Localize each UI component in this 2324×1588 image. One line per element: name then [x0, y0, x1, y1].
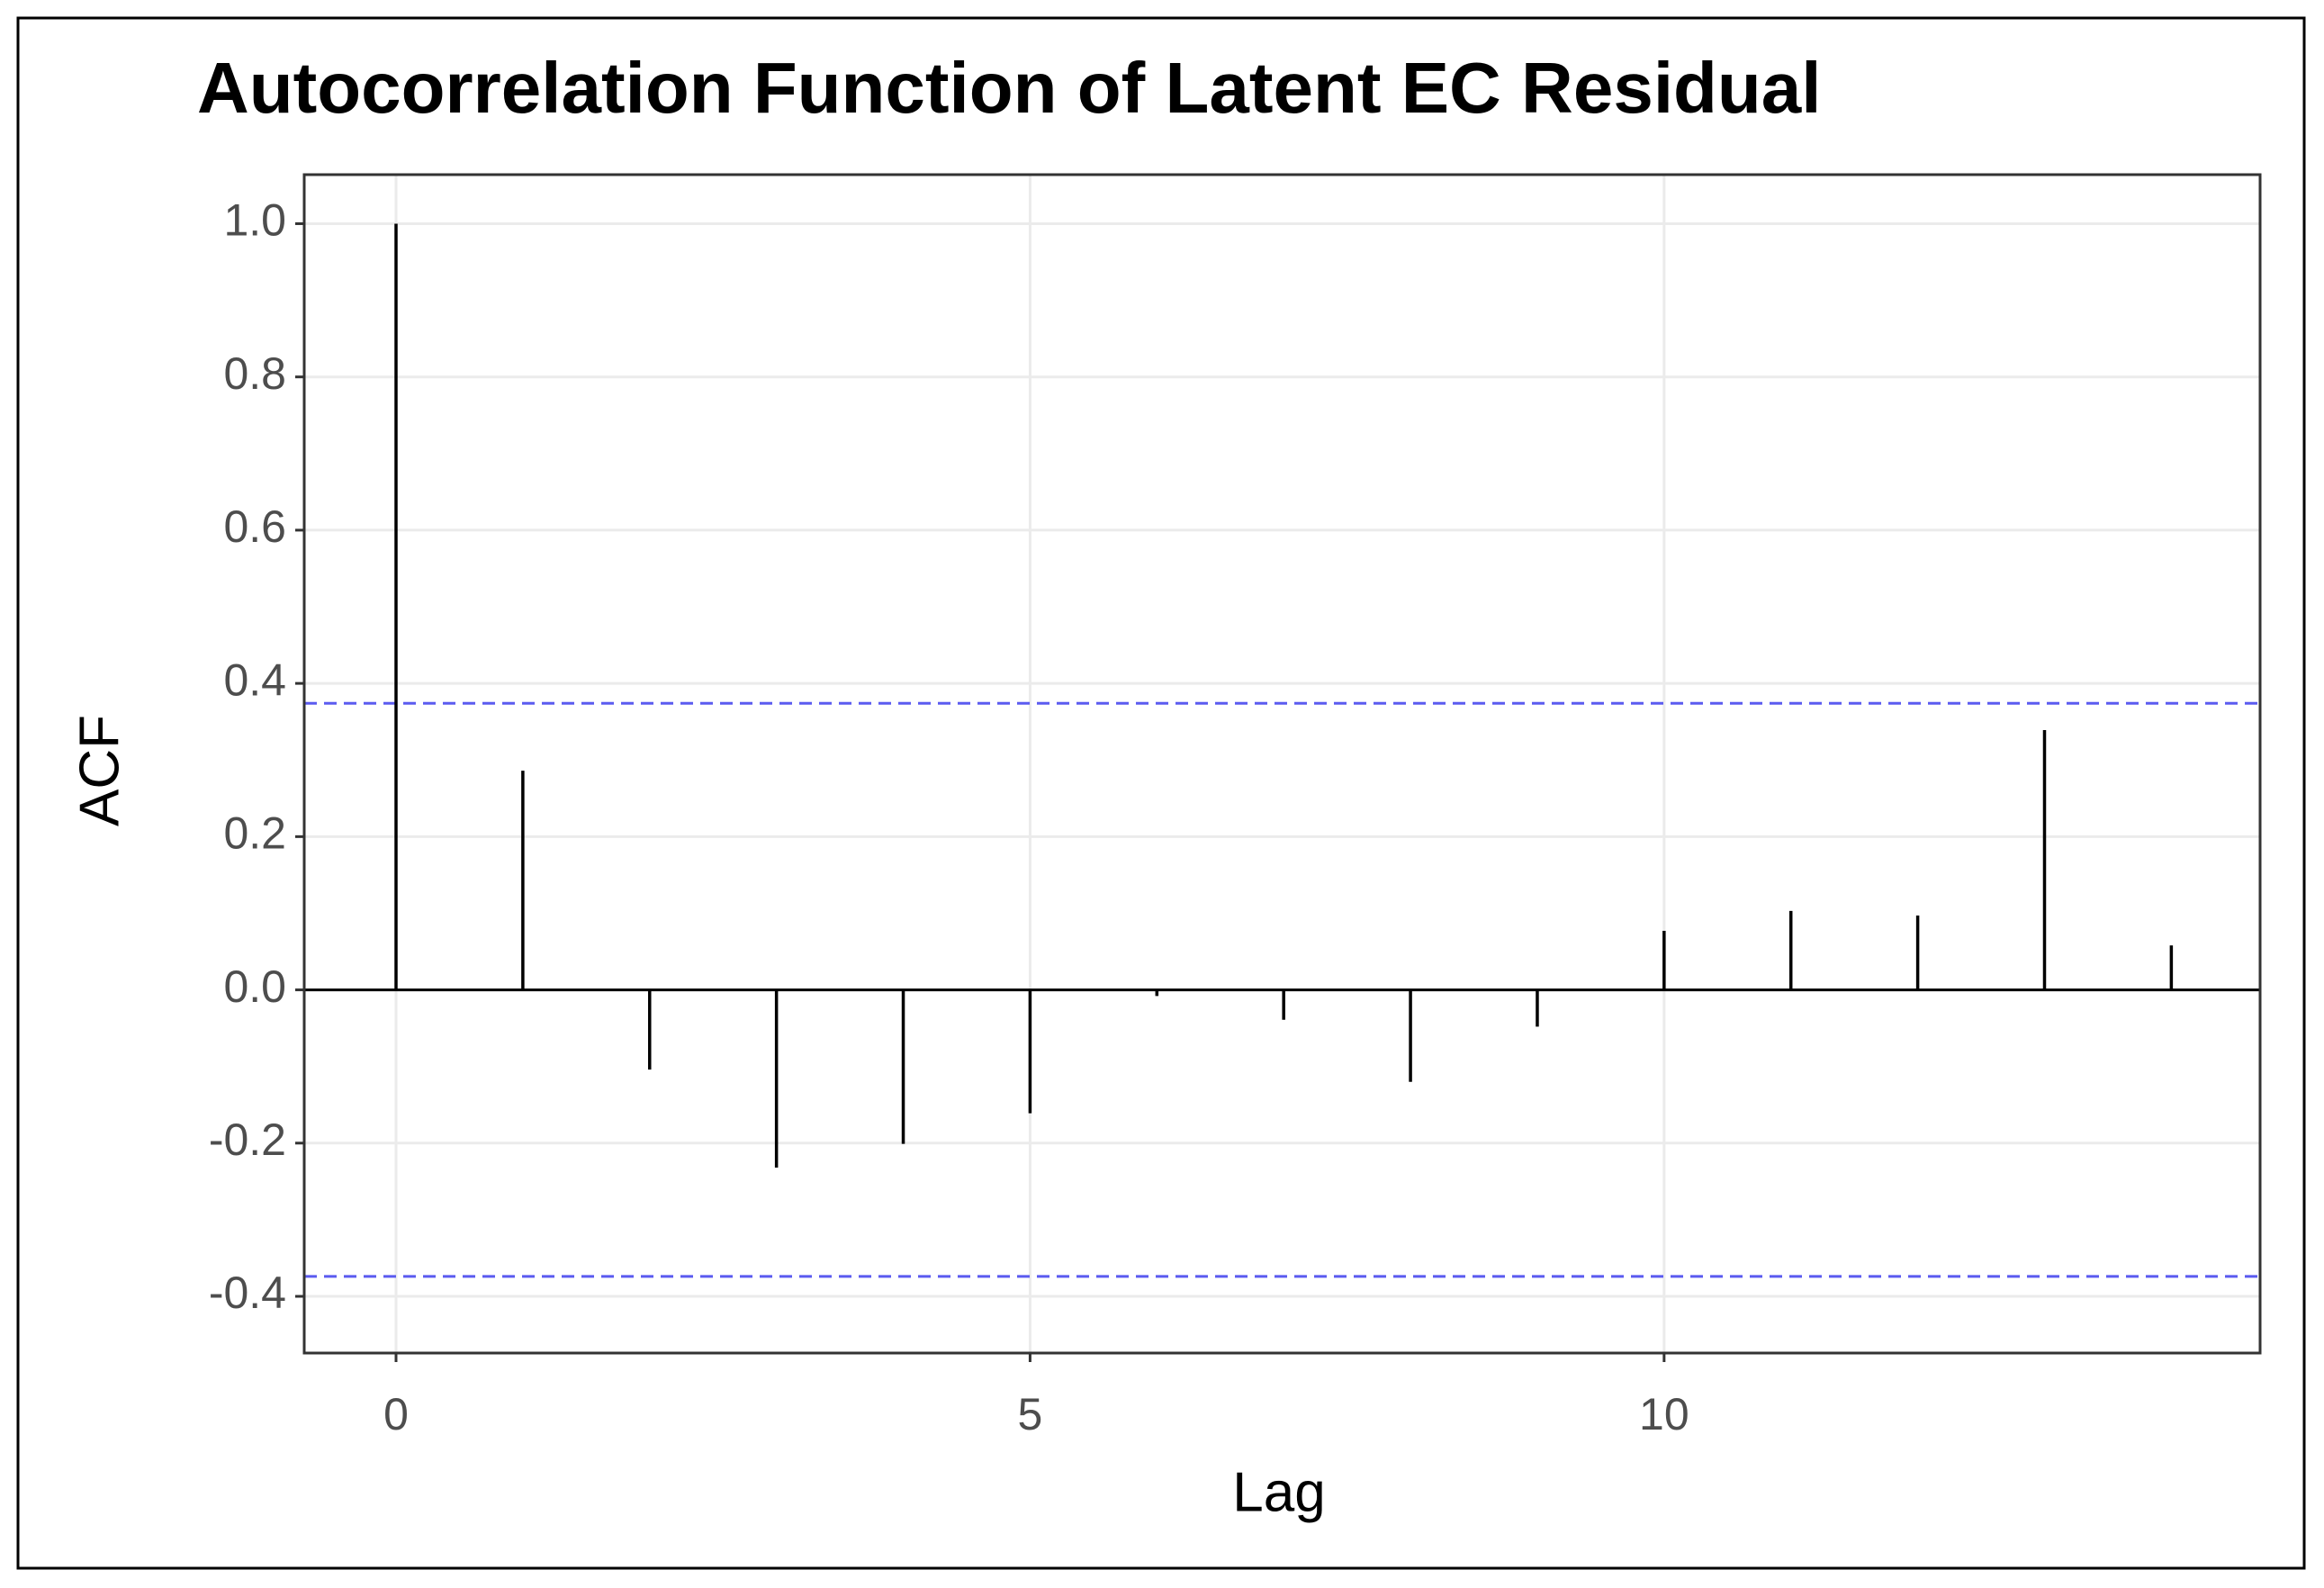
- y-tick-label: -0.4: [209, 1268, 286, 1318]
- y-tick-label: 1.0: [223, 195, 286, 246]
- y-axis-title: ACF: [68, 715, 131, 826]
- x-axis-title: Lag: [1232, 1461, 1325, 1523]
- y-tick-label: 0.4: [223, 654, 286, 705]
- x-tick-label: 10: [1639, 1389, 1689, 1439]
- y-tick-label: 0.6: [223, 501, 286, 552]
- x-tick-label: 5: [1018, 1389, 1043, 1439]
- panel-border: [302, 173, 2262, 1355]
- x-tick-label: 0: [383, 1389, 409, 1439]
- y-tick-label: -0.2: [209, 1114, 286, 1165]
- chart-title: Autocorrelation Function of Latent EC Re…: [197, 48, 1822, 128]
- y-tick-label: 0.2: [223, 808, 286, 859]
- frame: [16, 16, 2306, 1570]
- y-tick-label: 0.8: [223, 348, 286, 399]
- y-tick-label: 0.0: [223, 961, 286, 1012]
